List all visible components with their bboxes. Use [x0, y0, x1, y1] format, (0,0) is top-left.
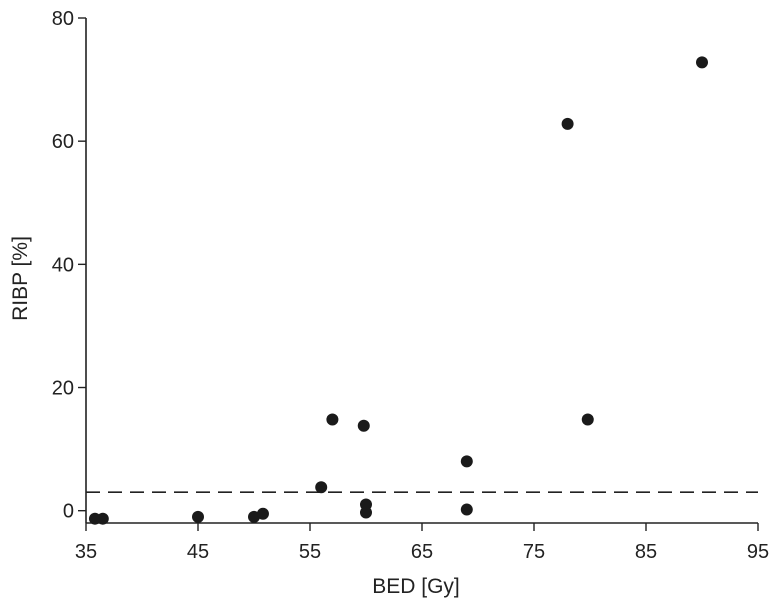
y-tick-label: 60: [52, 131, 74, 153]
y-tick-label: 80: [52, 8, 74, 30]
x-tick-label: 55: [299, 541, 321, 563]
x-tick-label: 45: [187, 541, 209, 563]
data-point: [460, 455, 473, 468]
x-tick-label: 65: [411, 541, 433, 563]
y-tick-label: 40: [52, 254, 74, 276]
data-point: [96, 512, 109, 525]
data-points: [88, 56, 708, 525]
y-tick-label: 0: [63, 501, 74, 523]
x-tick-label: 85: [635, 541, 657, 563]
x-tick-label: 95: [747, 541, 769, 563]
x-tick-label: 75: [523, 541, 545, 563]
x-tick-label: 35: [75, 541, 97, 563]
y-axis-title: RIBP [%]: [9, 236, 32, 321]
y-axis-ticks: 0 20 40 60 80: [52, 8, 86, 523]
y-tick-label: 20: [52, 378, 74, 400]
data-point: [561, 117, 574, 130]
data-point: [696, 56, 708, 69]
data-point: [192, 510, 204, 523]
x-axis-ticks: 35 45 55 65 75 85 95: [75, 523, 769, 563]
data-point: [357, 419, 370, 432]
axes: [85, 18, 758, 524]
data-point: [326, 413, 339, 426]
x-axis-title: BED [Gy]: [372, 575, 460, 598]
data-point: [315, 481, 328, 494]
data-point: [460, 503, 473, 516]
data-point: [360, 506, 372, 519]
data-point: [581, 413, 594, 426]
data-point: [256, 507, 269, 520]
